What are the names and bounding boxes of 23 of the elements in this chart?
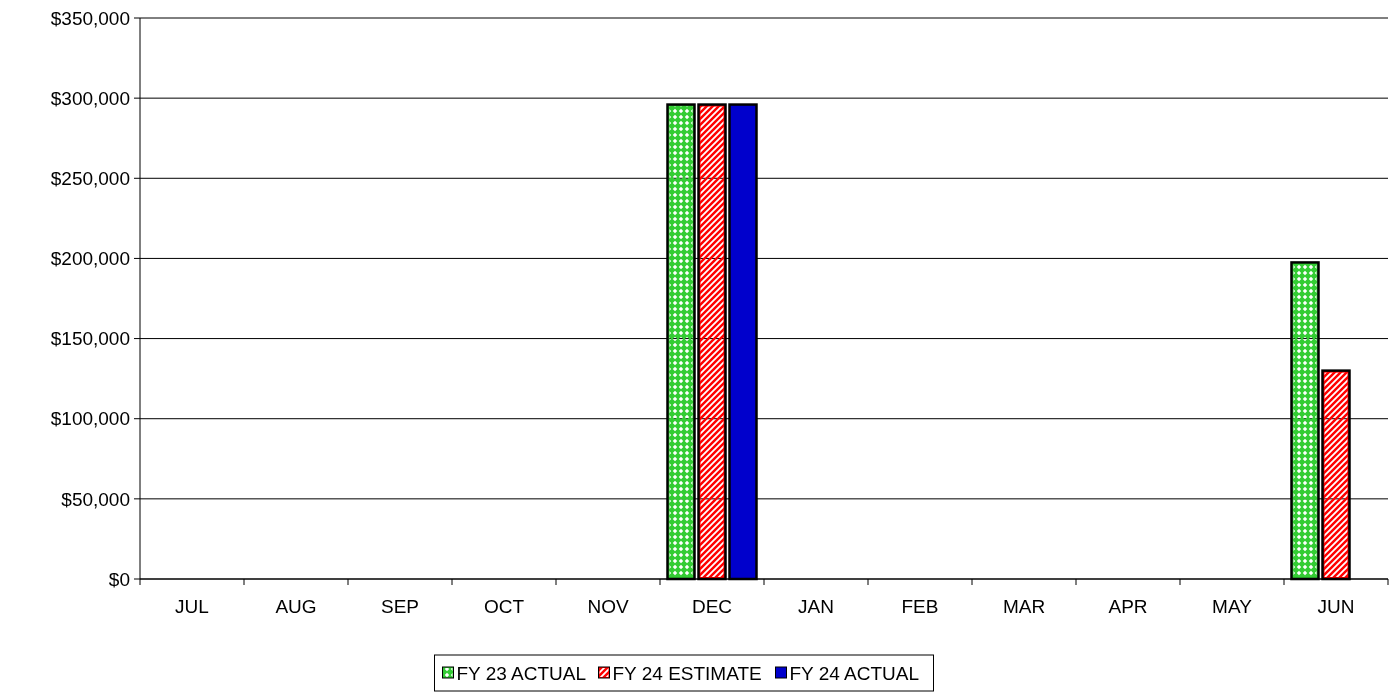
x-tick-label: MAR: [1002, 596, 1046, 617]
x-tick-label: MAY: [1212, 596, 1253, 617]
x-tick-label: SEP: [380, 596, 420, 617]
x-tick-label: AUG: [275, 596, 317, 617]
x-tick-label: NOV: [587, 596, 629, 617]
y-tick-label: $250,000: [50, 167, 130, 189]
y-tick-label: $300,000: [50, 87, 130, 109]
legend-label: FY 23 ACTUAL: [456, 662, 587, 684]
y-tick-label: $0: [108, 568, 130, 590]
x-tick-label: JUL: [175, 596, 209, 617]
y-tick-label: $150,000: [50, 328, 130, 350]
y-tick-label: $50,000: [61, 488, 130, 510]
x-tick-label: APR: [1108, 596, 1148, 617]
y-tick-label: $200,000: [50, 248, 130, 270]
x-tick-label: OCT: [483, 596, 525, 617]
y-tick-label: $350,000: [50, 7, 130, 29]
legend-label: FY 24 ACTUAL: [789, 662, 920, 684]
y-tick-label: $100,000: [50, 408, 130, 430]
x-tick-label: JAN: [798, 596, 834, 617]
legend-label: FY 24 ESTIMATE: [612, 662, 762, 684]
x-tick-label: JUN: [1317, 596, 1355, 617]
x-tick-label: FEB: [901, 596, 939, 617]
x-tick-label: DEC: [691, 596, 733, 617]
